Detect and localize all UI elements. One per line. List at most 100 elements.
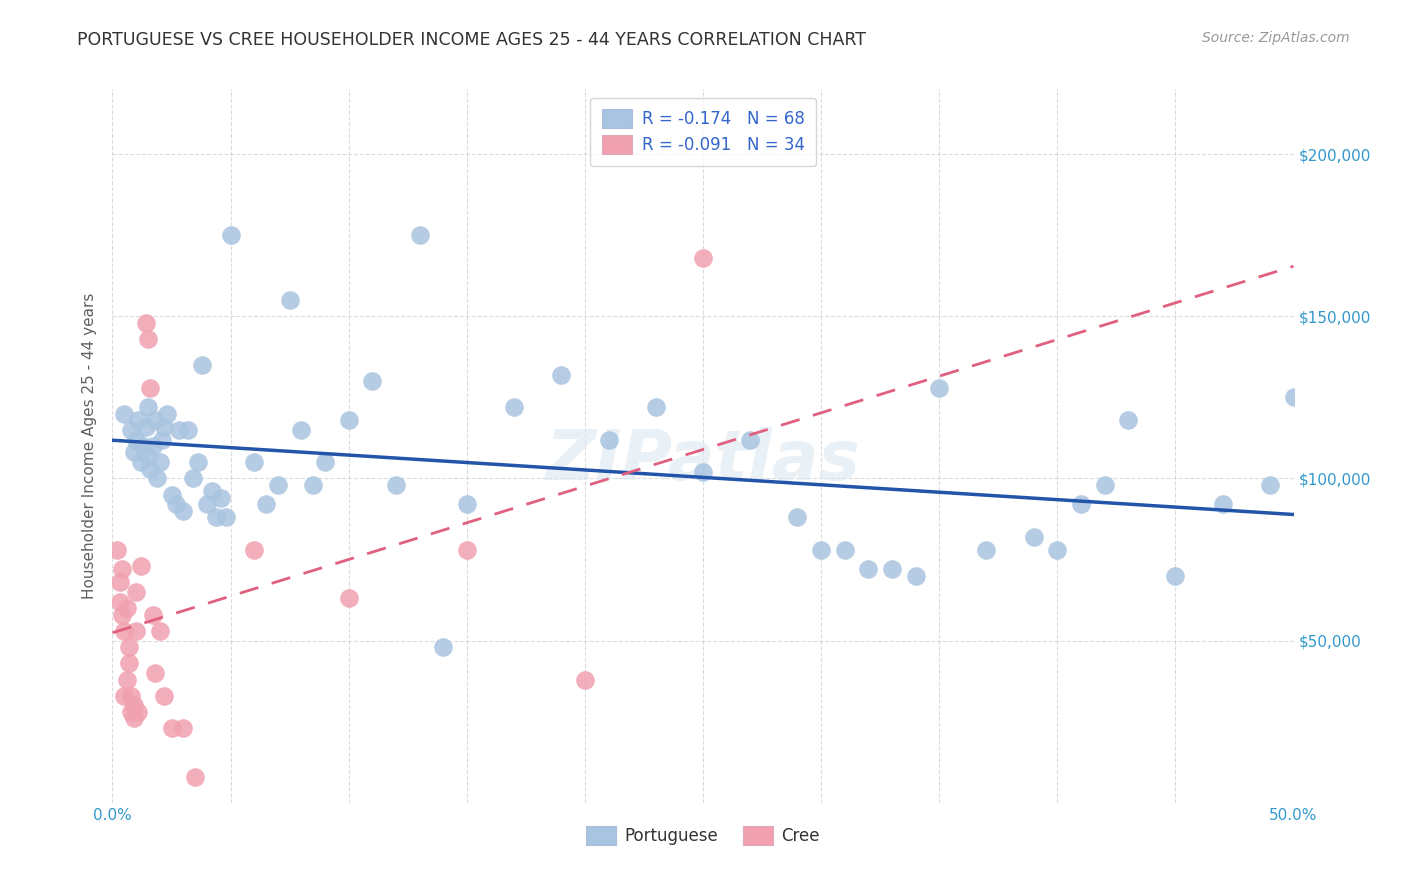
Point xyxy=(139,461,162,475)
Point xyxy=(139,381,162,395)
Point xyxy=(165,497,187,511)
Point xyxy=(186,455,208,469)
Point xyxy=(692,251,714,265)
Point xyxy=(112,407,135,421)
Point xyxy=(120,689,142,703)
Point xyxy=(120,705,142,719)
Point xyxy=(254,497,277,511)
Point xyxy=(122,445,145,459)
Point xyxy=(177,423,200,437)
Point xyxy=(118,657,141,671)
Point xyxy=(142,607,165,622)
Point xyxy=(201,484,224,499)
Point xyxy=(644,400,666,414)
Point xyxy=(1282,390,1305,404)
Point xyxy=(503,400,526,414)
Text: ZIPatlas: ZIPatlas xyxy=(546,426,860,494)
Point xyxy=(337,413,360,427)
Point xyxy=(1070,497,1092,511)
Point xyxy=(1046,542,1069,557)
Point xyxy=(219,228,242,243)
Point xyxy=(337,591,360,606)
Point xyxy=(143,413,166,427)
Point xyxy=(209,491,232,505)
Point xyxy=(146,471,169,485)
Point xyxy=(150,433,173,447)
Point xyxy=(112,624,135,638)
Point xyxy=(1164,568,1187,582)
Point xyxy=(243,542,266,557)
Point xyxy=(105,542,128,557)
Point xyxy=(115,601,138,615)
Point xyxy=(111,562,134,576)
Point xyxy=(127,413,149,427)
Point xyxy=(385,478,408,492)
Point xyxy=(149,455,172,469)
Point xyxy=(135,316,157,330)
Point xyxy=(172,721,194,735)
Point xyxy=(834,542,856,557)
Point xyxy=(122,711,145,725)
Point xyxy=(125,624,148,638)
Point xyxy=(1258,478,1281,492)
Point xyxy=(858,562,880,576)
Point xyxy=(302,478,325,492)
Point xyxy=(181,471,204,485)
Point xyxy=(1094,478,1116,492)
Point xyxy=(314,455,336,469)
Point xyxy=(740,433,762,447)
Point xyxy=(108,575,131,590)
Point xyxy=(215,510,238,524)
Point xyxy=(976,542,998,557)
Point xyxy=(278,293,301,307)
Point xyxy=(125,585,148,599)
Point xyxy=(267,478,290,492)
Point xyxy=(191,358,214,372)
Point xyxy=(167,423,190,437)
Point xyxy=(195,497,218,511)
Point xyxy=(1212,497,1234,511)
Point xyxy=(205,510,228,524)
Point xyxy=(132,439,155,453)
Point xyxy=(361,374,384,388)
Point xyxy=(550,368,572,382)
Point xyxy=(243,455,266,469)
Point xyxy=(160,721,183,735)
Point xyxy=(160,488,183,502)
Point xyxy=(928,381,950,395)
Point xyxy=(120,423,142,437)
Point xyxy=(786,510,808,524)
Point xyxy=(108,595,131,609)
Point xyxy=(432,640,454,654)
Point xyxy=(172,504,194,518)
Point xyxy=(129,455,152,469)
Point xyxy=(810,542,832,557)
Point xyxy=(184,770,207,784)
Point xyxy=(456,542,478,557)
Point xyxy=(143,666,166,681)
Text: Source: ZipAtlas.com: Source: ZipAtlas.com xyxy=(1202,31,1350,45)
Point xyxy=(149,624,172,638)
Point xyxy=(153,419,176,434)
Point xyxy=(692,465,714,479)
Point xyxy=(136,332,159,346)
Point xyxy=(115,673,138,687)
Point xyxy=(118,640,141,654)
Point xyxy=(129,559,152,574)
Point xyxy=(112,689,135,703)
Point xyxy=(598,433,620,447)
Point xyxy=(408,228,430,243)
Point xyxy=(156,407,179,421)
Point xyxy=(153,689,176,703)
Point xyxy=(127,705,149,719)
Point xyxy=(125,433,148,447)
Point xyxy=(904,568,927,582)
Legend: Portuguese, Cree: Portuguese, Cree xyxy=(579,819,827,852)
Point xyxy=(1116,413,1139,427)
Point xyxy=(111,607,134,622)
Y-axis label: Householder Income Ages 25 - 44 years: Householder Income Ages 25 - 44 years xyxy=(82,293,97,599)
Text: PORTUGUESE VS CREE HOUSEHOLDER INCOME AGES 25 - 44 YEARS CORRELATION CHART: PORTUGUESE VS CREE HOUSEHOLDER INCOME AG… xyxy=(77,31,866,49)
Point xyxy=(456,497,478,511)
Point xyxy=(142,439,165,453)
Point xyxy=(136,400,159,414)
